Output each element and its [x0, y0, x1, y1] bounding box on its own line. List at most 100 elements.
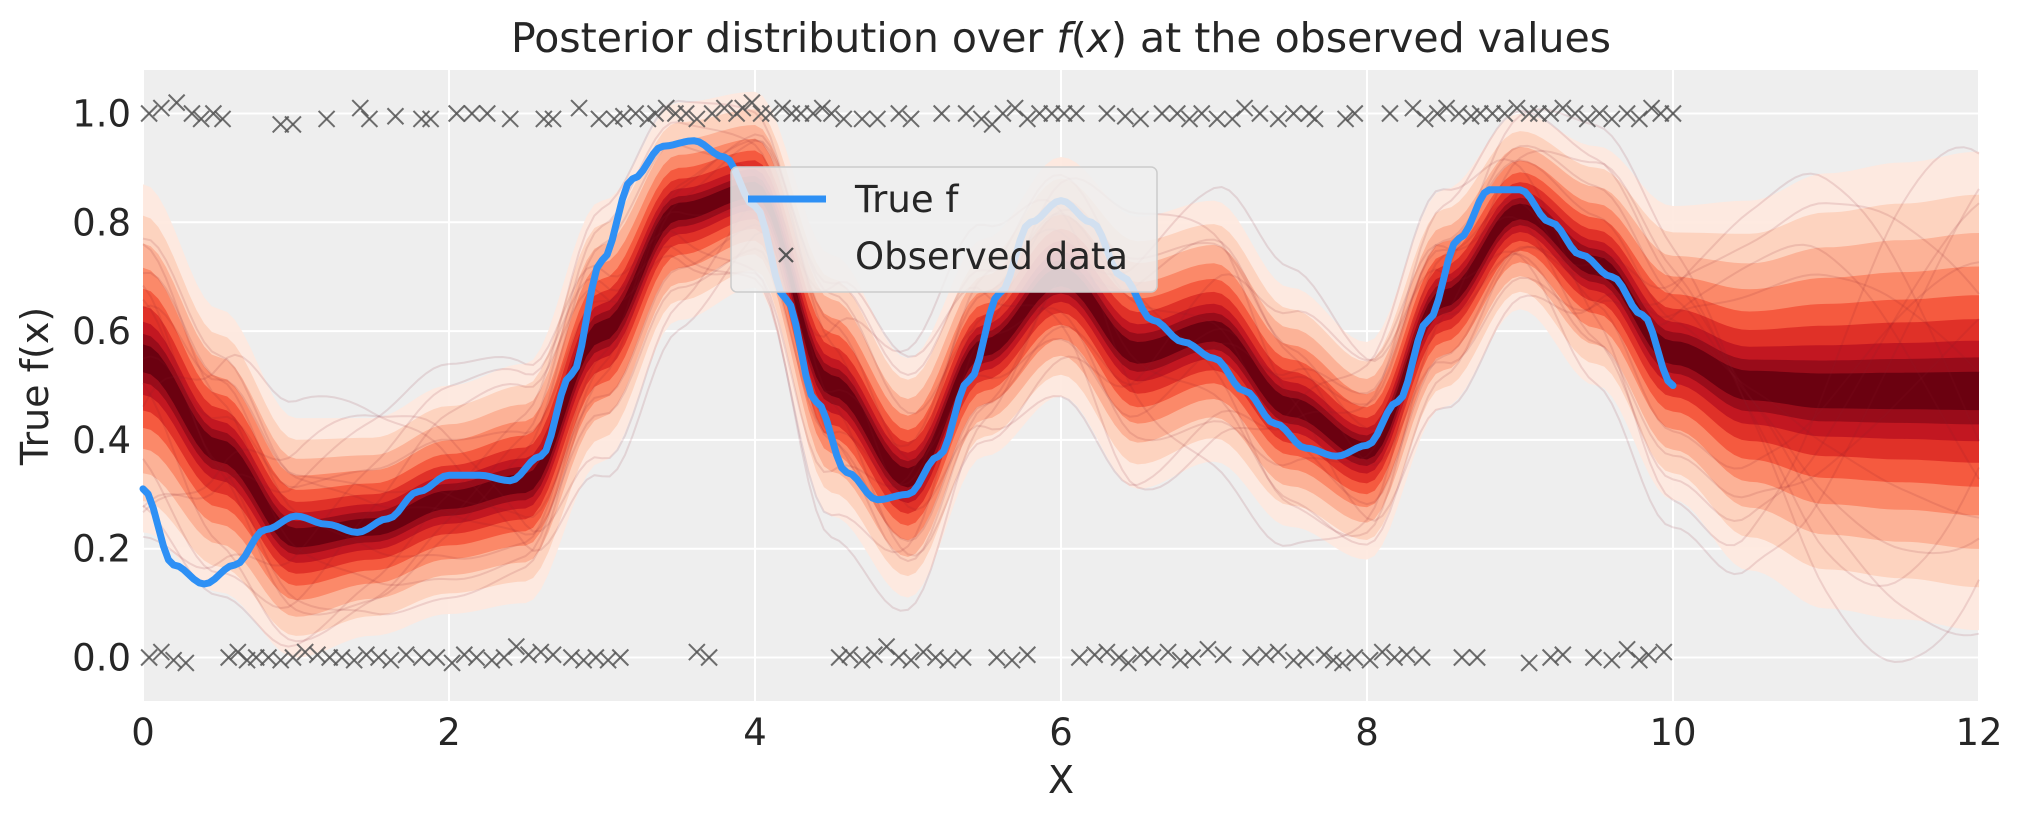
- observed-point: [804, 104, 822, 123]
- observed-point: [1584, 648, 1603, 667]
- observed-point: [792, 104, 810, 123]
- observed-point: [1183, 648, 1202, 667]
- y-tick-labels: 0.0 0.2 0.4 0.6 0.8 1.0: [72, 93, 131, 680]
- y-tick-label: 0.2: [72, 528, 131, 571]
- observed-point: [1159, 643, 1177, 661]
- observed-point: [902, 110, 920, 128]
- observed-point: [1193, 104, 1211, 123]
- observed-point: [783, 104, 801, 123]
- observed-point: [345, 651, 363, 669]
- observed-point: [1055, 104, 1073, 123]
- observed-point: [1642, 99, 1661, 117]
- legend-true-f-label: True f: [854, 178, 959, 221]
- observed-point: [1067, 104, 1086, 123]
- observed-point: [167, 93, 186, 112]
- observed-point: [1144, 648, 1162, 667]
- observed-point: [1153, 104, 1171, 123]
- x-tick-label: 2: [437, 711, 461, 754]
- posterior-sample-line: [142, 99, 1980, 648]
- observed-point: [1346, 104, 1364, 123]
- observed-point: [1030, 104, 1049, 123]
- observed-data-markers: [140, 93, 1682, 672]
- observed-point: [247, 648, 265, 667]
- y-tick-label: 0.4: [72, 419, 131, 462]
- observed-point: [835, 110, 853, 128]
- observed-point: [183, 104, 201, 123]
- observed-point: [443, 654, 461, 672]
- observed-point: [590, 110, 608, 128]
- observed-point: [1235, 99, 1254, 117]
- observed-point: [715, 99, 734, 117]
- observed-point: [813, 99, 832, 117]
- observed-point: [1018, 646, 1037, 664]
- observed-point: [1554, 646, 1572, 664]
- x-tick-label: 6: [1049, 711, 1073, 754]
- observed-point: [1070, 648, 1089, 667]
- observed-point: [507, 637, 526, 656]
- observed-point: [1471, 104, 1489, 123]
- x-tick-label: 10: [1649, 711, 1696, 754]
- observed-point: [544, 646, 562, 664]
- chart-title: Posterior distribution over f(x) at the …: [511, 14, 1611, 62]
- observed-point: [177, 654, 195, 672]
- observed-point: [743, 93, 761, 112]
- observed-point: [677, 104, 695, 123]
- observed-point: [544, 110, 562, 128]
- observed-point: [447, 104, 466, 123]
- observed-point: [703, 104, 721, 123]
- y-tick-label: 0.6: [72, 310, 131, 353]
- observed-point: [1208, 110, 1226, 128]
- observed-point: [284, 115, 302, 134]
- observed-point: [535, 110, 553, 128]
- observed-point: [1639, 646, 1658, 664]
- observed-point: [841, 646, 859, 664]
- observed-point: [1199, 640, 1217, 659]
- observed-point: [688, 643, 706, 661]
- observed-point: [1110, 648, 1128, 667]
- observed-point: [1098, 643, 1116, 661]
- posterior-sample-line: [142, 121, 1980, 643]
- observed-point: [1333, 654, 1352, 672]
- y-tick-label: 0.0: [72, 636, 131, 679]
- observed-point: [360, 110, 379, 128]
- observed-point: [1495, 104, 1514, 123]
- y-tick-label: 0.8: [72, 201, 131, 244]
- observed-point: [570, 99, 588, 117]
- observed-point: [1381, 104, 1399, 123]
- observed-point: [954, 648, 972, 667]
- observed-point: [1119, 654, 1138, 672]
- legend: True f Observed data: [730, 166, 1158, 293]
- observed-point: [1043, 104, 1061, 123]
- observed-point: [1655, 643, 1673, 661]
- observed-point: [382, 651, 400, 669]
- observed-point: [1306, 110, 1324, 128]
- true-f-line: [139, 137, 1677, 588]
- observed-point: [1003, 651, 1021, 669]
- observed-point: [1652, 104, 1670, 123]
- observed-point: [1578, 110, 1597, 128]
- observed-point: [1284, 104, 1303, 123]
- observed-point: [1180, 110, 1199, 128]
- observed-point: [626, 104, 645, 123]
- observed-point: [1468, 648, 1486, 667]
- observed-point: [1603, 651, 1621, 669]
- observed-point: [1483, 104, 1502, 123]
- observed-point: [1297, 648, 1315, 667]
- legend-box: [730, 166, 1158, 293]
- observed-point: [972, 110, 991, 128]
- posterior-sample-line: [142, 133, 1980, 587]
- observed-point: [204, 104, 223, 123]
- observed-point: [152, 643, 171, 661]
- observed-point: [1453, 648, 1471, 667]
- observed-point: [478, 104, 496, 123]
- x-tick-labels: 0 2 4 6 8 10 12: [131, 711, 2002, 754]
- observed-point: [1664, 104, 1682, 123]
- observed-point: [1346, 648, 1364, 667]
- y-tick-label: 1.0: [72, 93, 131, 136]
- observed-point: [957, 104, 975, 123]
- observed-point: [317, 110, 336, 128]
- y-axis-label: True f(x): [13, 307, 57, 466]
- observed-point: [988, 648, 1006, 667]
- observed-point: [761, 104, 780, 123]
- observed-point: [734, 99, 752, 117]
